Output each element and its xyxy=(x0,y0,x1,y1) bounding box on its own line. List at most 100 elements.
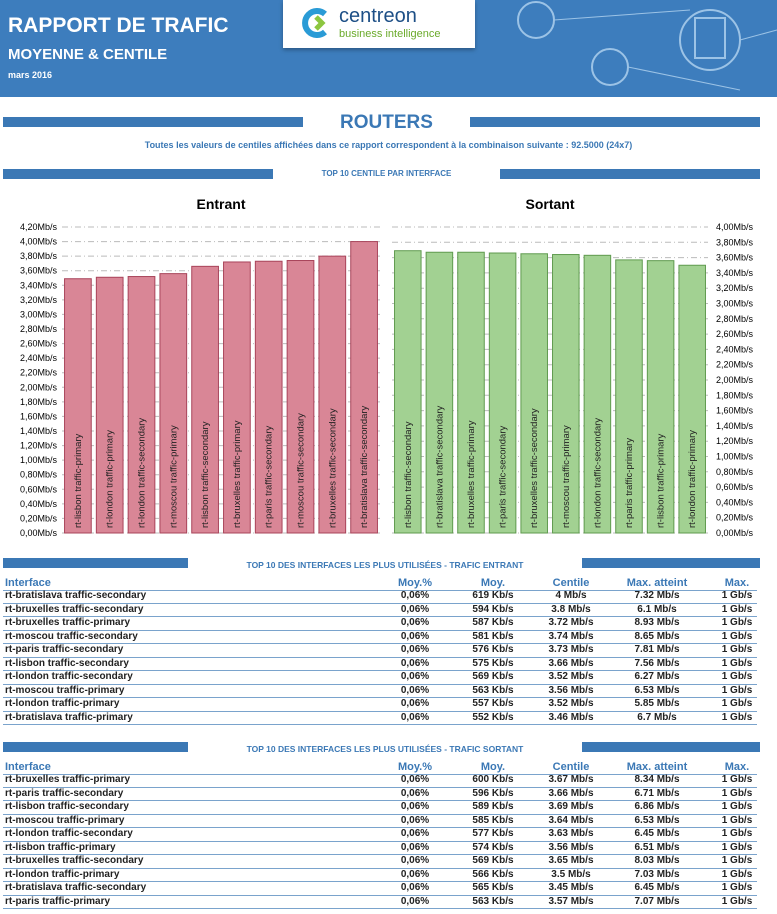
table-cell: 1 Gb/s xyxy=(721,617,753,628)
row-line xyxy=(3,774,757,775)
heading-bar xyxy=(3,117,303,127)
table-cell: 1 Gb/s xyxy=(721,801,753,812)
table-cell: 3.5 Mb/s xyxy=(551,868,591,880)
y-tick-label: 3,60Mb/s xyxy=(716,253,754,263)
y-tick-label: 0,80Mb/s xyxy=(20,470,58,480)
y-tick-label: 2,20Mb/s xyxy=(716,360,754,370)
table-cell: 7.56 Mb/s xyxy=(634,657,680,669)
table-cell: 3.52 Mb/s xyxy=(548,671,594,682)
bar-label: rt-moscou traffic-secondary xyxy=(296,413,307,528)
heading-bar xyxy=(470,117,760,127)
y-tick-label: 1,20Mb/s xyxy=(716,436,754,446)
y-tick-label: 0,60Mb/s xyxy=(716,482,754,492)
y-tick-label: 0,00Mb/s xyxy=(20,528,58,538)
table-cell: 1 Gb/s xyxy=(721,684,753,696)
bar-label: rt-london traffic-primary xyxy=(687,430,698,528)
column-header: Moy.% xyxy=(397,577,433,589)
bar-label: rt-moscou traffic-primary xyxy=(168,425,179,528)
table-cell: 7.07 Mb/s xyxy=(634,895,680,907)
table-cell: 8.93 Mb/s xyxy=(634,617,680,628)
table-cell: 6.1 Mb/s xyxy=(637,603,677,615)
table-cell: 575 Kb/s xyxy=(472,657,514,669)
table-cell: 0,06% xyxy=(400,684,430,696)
row-line xyxy=(3,894,757,896)
row-line xyxy=(3,656,757,658)
table-cell: 3.45 Mb/s xyxy=(548,882,594,893)
bar-label: rt-bruxelles traffic-secondary xyxy=(327,408,338,528)
bar xyxy=(646,260,675,534)
table-cell: 1 Gb/s xyxy=(721,814,753,826)
row-line xyxy=(3,697,757,698)
y-tick-label: 4,20Mb/s xyxy=(20,222,58,232)
table-cell: 6.7 Mb/s xyxy=(637,711,677,723)
row-line xyxy=(3,629,757,631)
table-cell: rt-moscou traffic-primary xyxy=(5,814,125,826)
table-cell: 1 Gb/s xyxy=(721,895,753,907)
column-header: Max. atteint xyxy=(626,761,688,773)
y-tick-label: 2,00Mb/s xyxy=(716,375,754,385)
y-tick-label: 1,80Mb/s xyxy=(20,397,58,407)
table-cell: 577 Kb/s xyxy=(472,828,514,839)
row-line xyxy=(3,786,757,788)
y-tick-label: 2,00Mb/s xyxy=(20,382,58,392)
table-cell: 1 Gb/s xyxy=(721,590,753,601)
table-cell: 0,06% xyxy=(400,841,430,853)
table-cell: 3.63 Mb/s xyxy=(548,828,594,839)
y-tick-label: 3,80Mb/s xyxy=(716,237,754,247)
table-cell: 0,06% xyxy=(400,868,430,880)
bar xyxy=(394,250,422,534)
table-cell: 7.32 Mb/s xyxy=(634,590,680,601)
header: RAPPORT DE TRAFIC MOYENNE & CENTILE mars… xyxy=(0,0,777,97)
table-cell: 3.74 Mb/s xyxy=(548,630,594,642)
y-tick-label: 4,00Mb/s xyxy=(716,222,754,232)
y-tick-label: 3,60Mb/s xyxy=(20,266,58,276)
bar xyxy=(488,252,517,534)
y-tick-label: 2,40Mb/s xyxy=(20,353,58,363)
charts-heading: TOP 10 CENTILE PAR INTERFACE xyxy=(321,169,452,178)
table-cell: 569 Kb/s xyxy=(472,855,514,866)
table-cell: rt-bruxelles traffic-secondary xyxy=(5,855,144,866)
heading-bar xyxy=(582,558,760,568)
bar-label: rt-london traffic-primary xyxy=(105,430,116,528)
table-cell: 0,06% xyxy=(400,617,430,628)
table-cell: 1 Gb/s xyxy=(721,774,753,785)
bar xyxy=(552,254,580,534)
table-cell: 6.45 Mb/s xyxy=(634,828,680,839)
column-header: Moy.% xyxy=(397,761,433,773)
table-cell: rt-bratislava traffic-secondary xyxy=(5,882,147,893)
table-cell: 0,06% xyxy=(400,644,430,655)
table-cell: 0,06% xyxy=(400,882,430,893)
heading-bar xyxy=(582,742,760,752)
table-cell: 3.52 Mb/s xyxy=(548,698,594,709)
table-cell: rt-bruxelles traffic-primary xyxy=(5,617,131,628)
table-cell: 1 Gb/s xyxy=(721,882,753,893)
table-cell: 0,06% xyxy=(400,603,430,615)
table-cell: 565 Kb/s xyxy=(472,882,514,893)
table-cell: rt-london traffic-primary xyxy=(5,868,120,880)
bar-label: rt-paris traffic-secondary xyxy=(264,426,275,528)
table-cell: rt-lisbon traffic-secondary xyxy=(5,801,129,812)
table-cell: 3.67 Mb/s xyxy=(548,774,594,785)
table-cell: rt-bruxelles traffic-secondary xyxy=(5,603,144,615)
table-cell: 0,06% xyxy=(400,895,430,907)
y-tick-label: 2,80Mb/s xyxy=(20,324,58,334)
y-tick-label: 2,20Mb/s xyxy=(20,368,58,378)
section-title: ROUTERS xyxy=(340,112,433,133)
y-tick-label: 3,00Mb/s xyxy=(20,309,58,319)
bar xyxy=(254,260,283,534)
row-line xyxy=(3,670,757,671)
bar-label: rt-london traffic-secondary xyxy=(137,418,148,528)
y-tick-label: 3,00Mb/s xyxy=(716,299,754,309)
bar xyxy=(318,255,347,534)
table-cell: 1 Gb/s xyxy=(721,603,753,615)
table-cell: 1 Gb/s xyxy=(721,841,753,853)
column-header: Max. atteint xyxy=(626,577,688,589)
y-tick-label: 1,00Mb/s xyxy=(716,452,754,462)
bar xyxy=(425,251,454,534)
table-cell: rt-paris traffic-secondary xyxy=(5,644,124,655)
table-cell: 1 Gb/s xyxy=(721,698,753,709)
bar-label: rt-paris traffic-secondary xyxy=(498,426,509,528)
table-cell: 8.03 Mb/s xyxy=(634,855,680,866)
table-cell: 600 Kb/s xyxy=(472,774,514,785)
